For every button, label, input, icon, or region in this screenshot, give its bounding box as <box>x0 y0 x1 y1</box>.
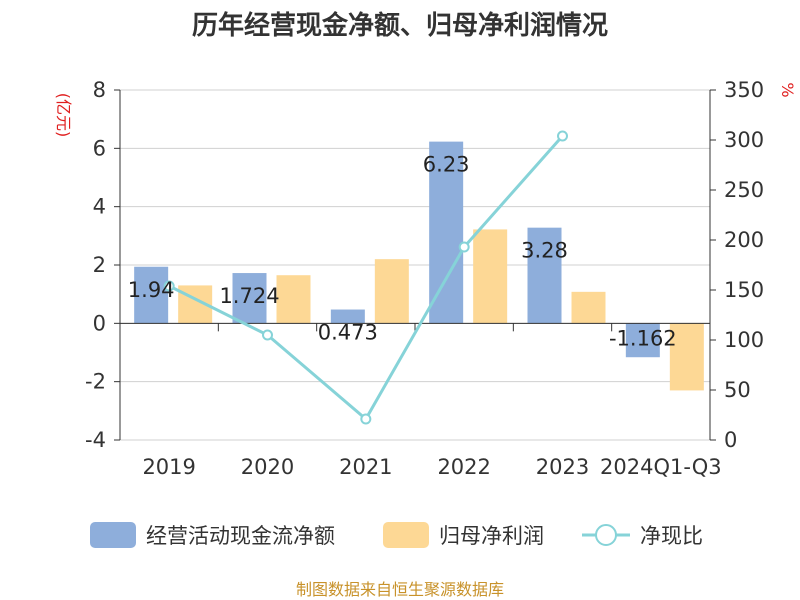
right-tick-label: 150 <box>724 278 764 302</box>
bar-net-profit <box>473 229 508 324</box>
data-label: 1.724 <box>219 284 279 308</box>
left-tick-label: -2 <box>85 370 106 394</box>
point-net-cash-ratio <box>262 329 273 341</box>
bar-cashflow <box>625 323 660 358</box>
point-net-cash-ratio <box>163 280 175 292</box>
left-axis-unit: (亿元) <box>54 93 73 138</box>
right-axis-unit: % <box>778 82 797 97</box>
legend-swatch <box>383 522 429 548</box>
bar-cashflow <box>429 141 464 324</box>
point-net-cash-ratio <box>557 130 568 142</box>
left-tick-label: 6 <box>93 136 106 160</box>
left-tick-label: -4 <box>85 428 106 452</box>
legend-label: 经营活动现金流净额 <box>146 524 335 548</box>
data-label: 1.94 <box>128 278 175 302</box>
legend: 经营活动现金流净额 归母净利润 净现比 <box>90 522 703 548</box>
right-tick-label: 100 <box>724 328 764 352</box>
bar-net-profit <box>374 259 409 324</box>
data-label: 3.28 <box>521 239 568 263</box>
x-tick-label: 2021 <box>339 455 392 479</box>
bar-cashflow <box>232 273 267 324</box>
legend-label: 归母净利润 <box>439 524 544 548</box>
x-tick-label: 2020 <box>241 455 294 479</box>
plot-area: -4 -2 0 2 4 6 8 0 50 100 150 200 250 300 350 2019 2020 20… <box>85 78 764 479</box>
source-note: 制图数据来自恒生聚源数据库 <box>296 580 504 599</box>
bar-cashflow <box>330 309 365 324</box>
data-label: 0.473 <box>318 321 378 345</box>
left-tick-label: 0 <box>93 311 106 335</box>
legend-swatch <box>90 522 136 548</box>
left-tick-label: 8 <box>93 78 106 102</box>
point-net-cash-ratio <box>458 241 470 253</box>
bar-net-profit <box>276 275 311 324</box>
bar-cashflow <box>134 266 169 324</box>
bar-net-profit <box>669 323 704 391</box>
left-tick-label: 2 <box>93 253 106 277</box>
data-label: 6.23 <box>423 153 470 177</box>
bar-cashflow <box>527 227 562 324</box>
right-tick-label: 200 <box>724 228 764 252</box>
point-net-cash-ratio <box>360 413 372 425</box>
right-tick-label: 50 <box>724 378 751 402</box>
data-label: -1.162 <box>609 326 677 350</box>
right-tick-label: 0 <box>724 428 737 452</box>
x-tick-label: 2019 <box>142 455 195 479</box>
right-tick-label: 350 <box>724 78 764 102</box>
bar-net-profit <box>571 291 606 324</box>
x-tick-label: 2022 <box>437 455 490 479</box>
left-tick-label: 4 <box>93 195 106 219</box>
x-tick-label: 2024Q1-Q3 <box>600 455 722 479</box>
legend-marker <box>595 524 617 546</box>
right-tick-label: 250 <box>724 178 764 202</box>
legend-label: 净现比 <box>640 524 703 548</box>
x-tick-label: 2023 <box>536 455 589 479</box>
chart-title: 历年经营现金净额、归母净利润情况 <box>192 10 608 41</box>
right-tick-label: 300 <box>724 128 764 152</box>
